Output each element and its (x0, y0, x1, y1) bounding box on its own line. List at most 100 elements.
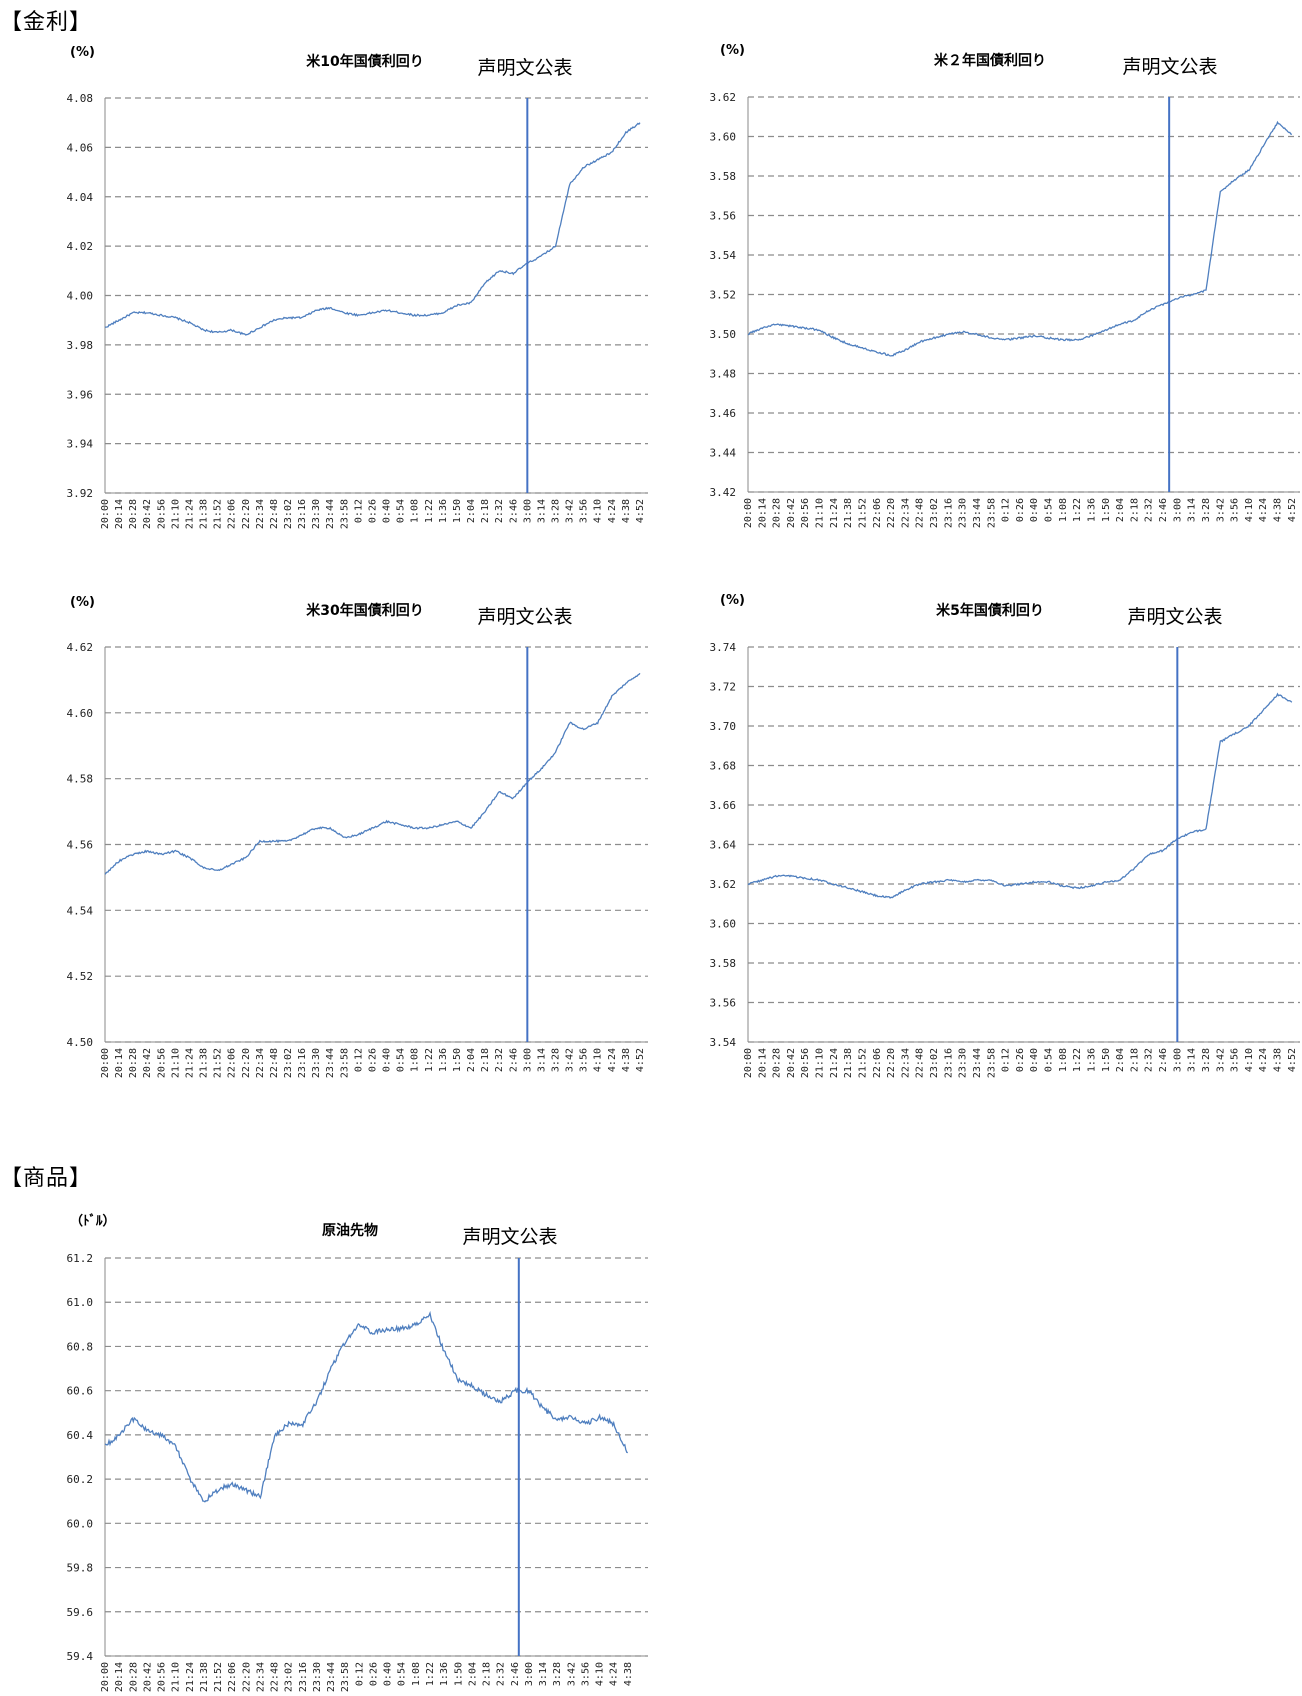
x-tick-label: 22:48 (269, 1048, 280, 1078)
x-tick-label: 2:46 (1158, 1048, 1169, 1072)
x-tick-label: 3:42 (1215, 498, 1226, 522)
x-tick-label: 0:26 (368, 1662, 379, 1686)
x-tick-label: 1:08 (410, 1048, 421, 1072)
x-tick-label: 3:00 (522, 499, 533, 523)
x-tick-label: 2:32 (1144, 498, 1155, 522)
x-tick-label: 20:42 (142, 1048, 153, 1078)
x-tick-label: 20:14 (757, 498, 768, 528)
x-tick-label: 0:40 (1029, 498, 1040, 522)
x-tick-label: 23:44 (325, 1048, 336, 1078)
x-tick-label: 23:30 (958, 1048, 969, 1078)
x-tick-label: 4:38 (1273, 498, 1284, 522)
x-tick-label: 1:50 (1101, 498, 1112, 522)
x-tick-label: 2:18 (1129, 498, 1140, 522)
x-tick-label: 4:24 (609, 1662, 620, 1686)
x-tick-label: 22:48 (270, 1662, 281, 1692)
x-tick-label: 2:32 (494, 1048, 505, 1072)
x-tick-label: 22:34 (255, 1662, 266, 1692)
x-tick-label: 20:14 (114, 1048, 125, 1078)
x-tick-label: 22:20 (241, 499, 252, 529)
x-tick-label: 20:56 (157, 1662, 168, 1692)
x-tick-label: 3:56 (579, 1048, 590, 1072)
y-tick-label: 60.4 (67, 1429, 94, 1442)
event-annotation: 声明文公表 (477, 57, 572, 79)
y-tick-label: 3.48 (710, 368, 737, 381)
x-tick-label: 21:24 (184, 1048, 195, 1078)
x-tick-label: 20:56 (156, 499, 167, 529)
x-tick-label: 2:04 (467, 1662, 478, 1686)
x-tick-label: 22:48 (269, 499, 280, 529)
x-tick-label: 23:16 (943, 1048, 954, 1078)
x-tick-label: 0:12 (353, 499, 364, 523)
unit-label: (%) (720, 43, 745, 58)
x-tick-label: 1:22 (1072, 1048, 1083, 1072)
x-tick-label: 23:02 (929, 1048, 940, 1078)
unit-label: （ﾄﾞﾙ） (70, 1213, 116, 1229)
x-tick-label: 22:06 (227, 1662, 238, 1692)
x-tick-label: 21:24 (829, 1048, 840, 1078)
y-tick-label: 3.54 (710, 1036, 737, 1049)
x-tick-label: 20:00 (100, 499, 111, 529)
y-tick-label: 3.60 (710, 131, 737, 144)
y-tick-label: 3.58 (710, 170, 737, 183)
section-heading-rates: 【金利】 (0, 10, 93, 35)
x-tick-label: 2:32 (494, 499, 505, 523)
series-line (747, 120, 1293, 357)
y-tick-label: 60.6 (67, 1385, 94, 1398)
x-tick-label: 2:32 (1144, 1048, 1155, 1072)
event-annotation: 声明文公表 (1127, 606, 1222, 628)
x-tick-label: 20:14 (757, 1048, 768, 1078)
x-tick-label: 23:16 (297, 1048, 308, 1078)
x-tick-label: 23:44 (326, 1662, 337, 1692)
y-tick-label: 59.6 (67, 1606, 94, 1619)
x-tick-label: 23:58 (340, 1662, 351, 1692)
x-tick-label: 3:42 (566, 1662, 577, 1686)
x-tick-label: 23:02 (929, 498, 940, 528)
x-tick-label: 22:06 (872, 1048, 883, 1078)
chart-us5y: (%) 米5年国債利回り 声明文公表 3.74 3.72 3.70 3.68 3.66 3.64… (710, 593, 1300, 1078)
x-tick-label: 2:46 (508, 499, 519, 523)
x-tick-label: 0:12 (354, 1662, 365, 1686)
chart-title: 米10年国債利回り (306, 53, 423, 70)
x-tick-label: 23:16 (943, 498, 954, 528)
x-tick-label: 20:14 (114, 499, 125, 529)
x-tick-label: 21:10 (815, 498, 826, 528)
chart-us2y: (%) 米２年国債利回り 声明文公表 3.62 3.60 3.58 3.56 3.54 3.52… (710, 43, 1300, 528)
x-tick-label: 1:36 (438, 499, 449, 523)
x-tick-label: 1:50 (452, 499, 463, 523)
x-tick-label: 3:28 (550, 1048, 561, 1072)
x-tick-label: 2:46 (508, 1048, 519, 1072)
y-tick-label: 59.8 (67, 1562, 94, 1575)
x-tick-label: 0:40 (1029, 1048, 1040, 1072)
x-tick-label: 4:38 (623, 1662, 634, 1686)
x-tick-label: 4:52 (635, 1048, 646, 1072)
x-tick-label: 2:46 (1158, 498, 1169, 522)
x-tick-label: 2:18 (1129, 1048, 1140, 1072)
y-tick-label: 61.2 (67, 1252, 94, 1265)
x-tick-label: 2:18 (482, 1662, 493, 1686)
x-tick-label: 20:28 (128, 1048, 139, 1078)
x-tick-label: 21:24 (185, 1662, 196, 1692)
x-tick-label: 1:36 (438, 1048, 449, 1072)
unit-label: (%) (70, 595, 95, 610)
x-tick-label: 4:10 (595, 1662, 606, 1686)
series-line (104, 672, 641, 875)
x-tick-label: 22:20 (241, 1048, 252, 1078)
y-tick-label: 4.60 (67, 707, 94, 720)
x-tick-label: 3:56 (579, 499, 590, 523)
x-tick-label: 23:44 (972, 1048, 983, 1078)
y-tick-label: 3.64 (710, 839, 737, 852)
series-line (104, 122, 641, 336)
x-tick-label: 23:30 (311, 1048, 322, 1078)
y-tick-label: 3.54 (710, 249, 737, 262)
x-tick-label: 21:38 (199, 1048, 210, 1078)
x-tick-label: 20:00 (100, 1048, 111, 1078)
x-tick-label: 20:14 (114, 1662, 125, 1692)
x-tick-label: 22:06 (227, 1048, 238, 1078)
x-tick-label: 23:58 (986, 498, 997, 528)
x-tick-label: 3:14 (536, 499, 547, 523)
x-tick-label: 4:10 (1244, 498, 1255, 522)
x-tick-label: 23:02 (284, 1662, 295, 1692)
x-tick-label: 4:24 (607, 499, 618, 523)
x-tick-label: 0:40 (383, 1662, 394, 1686)
